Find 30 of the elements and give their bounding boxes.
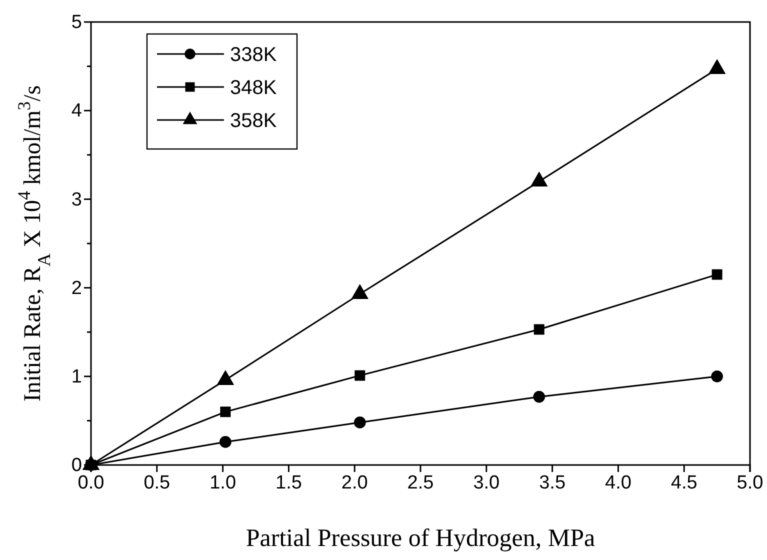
- y-tick-label: 4: [71, 100, 82, 122]
- point: [220, 406, 231, 418]
- legend-label: 338K: [230, 44, 278, 66]
- x-tick-label: 3.0: [473, 472, 500, 494]
- x-tick-label: 5.0: [736, 472, 764, 494]
- point: [351, 284, 369, 300]
- point: [354, 416, 366, 428]
- legend-label: 348K: [230, 77, 278, 99]
- point: [530, 171, 548, 186]
- point: [711, 370, 723, 382]
- y-tick-label: 1: [71, 366, 82, 388]
- point: [354, 370, 366, 381]
- x-tick-label: 1.0: [210, 472, 236, 494]
- point: [712, 269, 722, 280]
- y-tick-label: 2: [71, 278, 82, 299]
- x-tick-label: 4.5: [670, 472, 698, 494]
- x-tick-label: 4.0: [604, 472, 632, 494]
- x-tick-label: 2.5: [407, 472, 434, 494]
- x-tick-label: 0.5: [144, 472, 170, 494]
- legend-label: 358K: [230, 110, 278, 132]
- x-tick-label: 1.5: [275, 472, 302, 494]
- point: [708, 58, 726, 74]
- point: [533, 390, 546, 403]
- point: [534, 324, 544, 335]
- x-tick-label: 3.5: [539, 472, 566, 494]
- y-tick-label: 5: [71, 12, 82, 34]
- x-axis-title: Partial Pressure of Hydrogen, MPa: [246, 525, 596, 552]
- point: [220, 436, 232, 448]
- x-tick-label: 2.0: [341, 472, 368, 494]
- y-tick-label: 3: [71, 189, 82, 210]
